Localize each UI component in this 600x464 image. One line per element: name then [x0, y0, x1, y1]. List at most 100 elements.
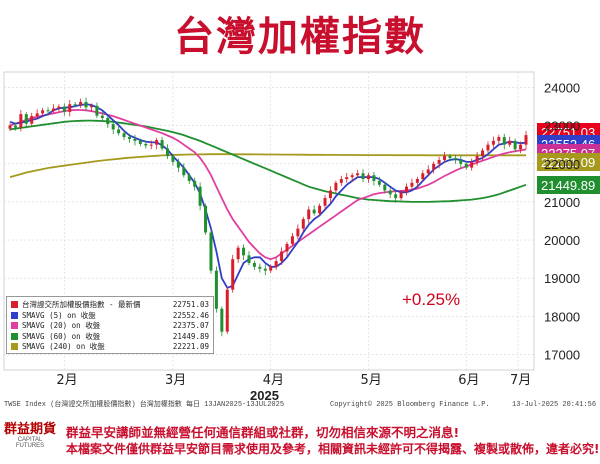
candle [453, 154, 457, 164]
candle-body [155, 140, 159, 145]
candle [269, 264, 273, 273]
candle [166, 144, 170, 160]
axis-labels: 17000 18000 19000 20000 21000 22000 23000 24000… [56, 80, 580, 403]
candle [328, 186, 332, 203]
candle-body [79, 101, 83, 105]
candle-body [312, 209, 316, 214]
candle-body [198, 186, 202, 206]
candle-body [318, 205, 322, 214]
candle-body [459, 159, 463, 164]
candle [204, 203, 208, 235]
candle-body [269, 266, 273, 271]
candles [8, 97, 528, 337]
candle-body [508, 140, 512, 145]
candle [356, 170, 360, 178]
candle [372, 171, 376, 186]
candle-body [453, 158, 457, 160]
ma60-line [9, 119, 527, 203]
candle [312, 205, 316, 216]
candle-body [247, 255, 251, 263]
candle [301, 216, 305, 233]
candle-body [513, 140, 517, 150]
candle-body [149, 144, 153, 146]
legend-swatch [11, 301, 18, 308]
candle-body [122, 133, 126, 138]
y-tick-label: 18000 [544, 309, 580, 324]
candle [388, 187, 392, 199]
candle-body [491, 140, 495, 145]
candle-body [258, 266, 262, 269]
candle-body [345, 177, 349, 180]
candle-body [62, 106, 66, 112]
candle-body [95, 105, 99, 116]
candle [46, 107, 50, 116]
candle-body [30, 116, 34, 124]
candle [133, 134, 137, 146]
candle-body [46, 110, 50, 112]
candle-body [399, 192, 403, 199]
candle-body [290, 236, 294, 244]
candle [486, 141, 490, 153]
candle [41, 108, 45, 118]
candle-body [437, 159, 441, 164]
candle [274, 257, 278, 270]
candle-body [426, 169, 430, 174]
candle [339, 175, 343, 186]
candle-body [263, 268, 267, 271]
candle-body [274, 261, 278, 267]
candle [225, 286, 229, 334]
candle [443, 151, 447, 163]
y-tick-label: 21000 [544, 195, 580, 210]
x-month-label: 2月 [56, 373, 77, 388]
candle [209, 229, 213, 274]
page-title: 台灣加權指數 [174, 14, 426, 60]
candle [79, 98, 83, 109]
candle-body [166, 148, 170, 157]
candlestick-chart: 22751.0322552.4622375.0722221.0921449.89… [3, 71, 600, 409]
candle [377, 176, 381, 188]
candle-body [133, 138, 137, 141]
candle-body [111, 124, 115, 130]
ma20-line [9, 109, 527, 261]
candle-body [84, 101, 88, 108]
candle [242, 244, 246, 260]
logo-subtext: CAPITAL FUTURES [15, 437, 45, 449]
candle-body [187, 175, 191, 181]
candle-body [19, 114, 23, 128]
candle-body [68, 104, 72, 112]
candle-body [366, 175, 370, 180]
candle-body [377, 180, 381, 185]
price-tag-label: 21449.89 [541, 178, 595, 193]
candle-body [383, 184, 387, 191]
candle-body [171, 156, 175, 162]
candle [198, 182, 202, 211]
candle-body [502, 137, 506, 145]
candle-body [214, 270, 218, 309]
y-tick-label: 23000 [544, 119, 580, 134]
candle-body [209, 232, 213, 271]
candle-body [432, 163, 436, 170]
candle [394, 190, 398, 203]
candle [149, 140, 153, 150]
candle-body [57, 106, 61, 109]
candle-body [464, 163, 468, 168]
candle-body [8, 125, 12, 129]
candle [19, 109, 23, 132]
candle [138, 138, 142, 147]
candle [410, 178, 414, 191]
candle [263, 264, 267, 276]
candle [399, 190, 403, 201]
candle-body [51, 108, 55, 112]
candle [127, 133, 131, 143]
candle-body [144, 143, 148, 146]
candle-body [323, 198, 327, 206]
candle-body [252, 262, 256, 267]
candle [285, 241, 289, 257]
candle [432, 161, 436, 174]
candle-body [24, 114, 28, 124]
candle-body [470, 161, 474, 168]
footer-timestamp: 13-Jul-2025 20:41:56 [512, 401, 596, 409]
candle-body [193, 180, 197, 187]
candle-body [486, 144, 490, 151]
